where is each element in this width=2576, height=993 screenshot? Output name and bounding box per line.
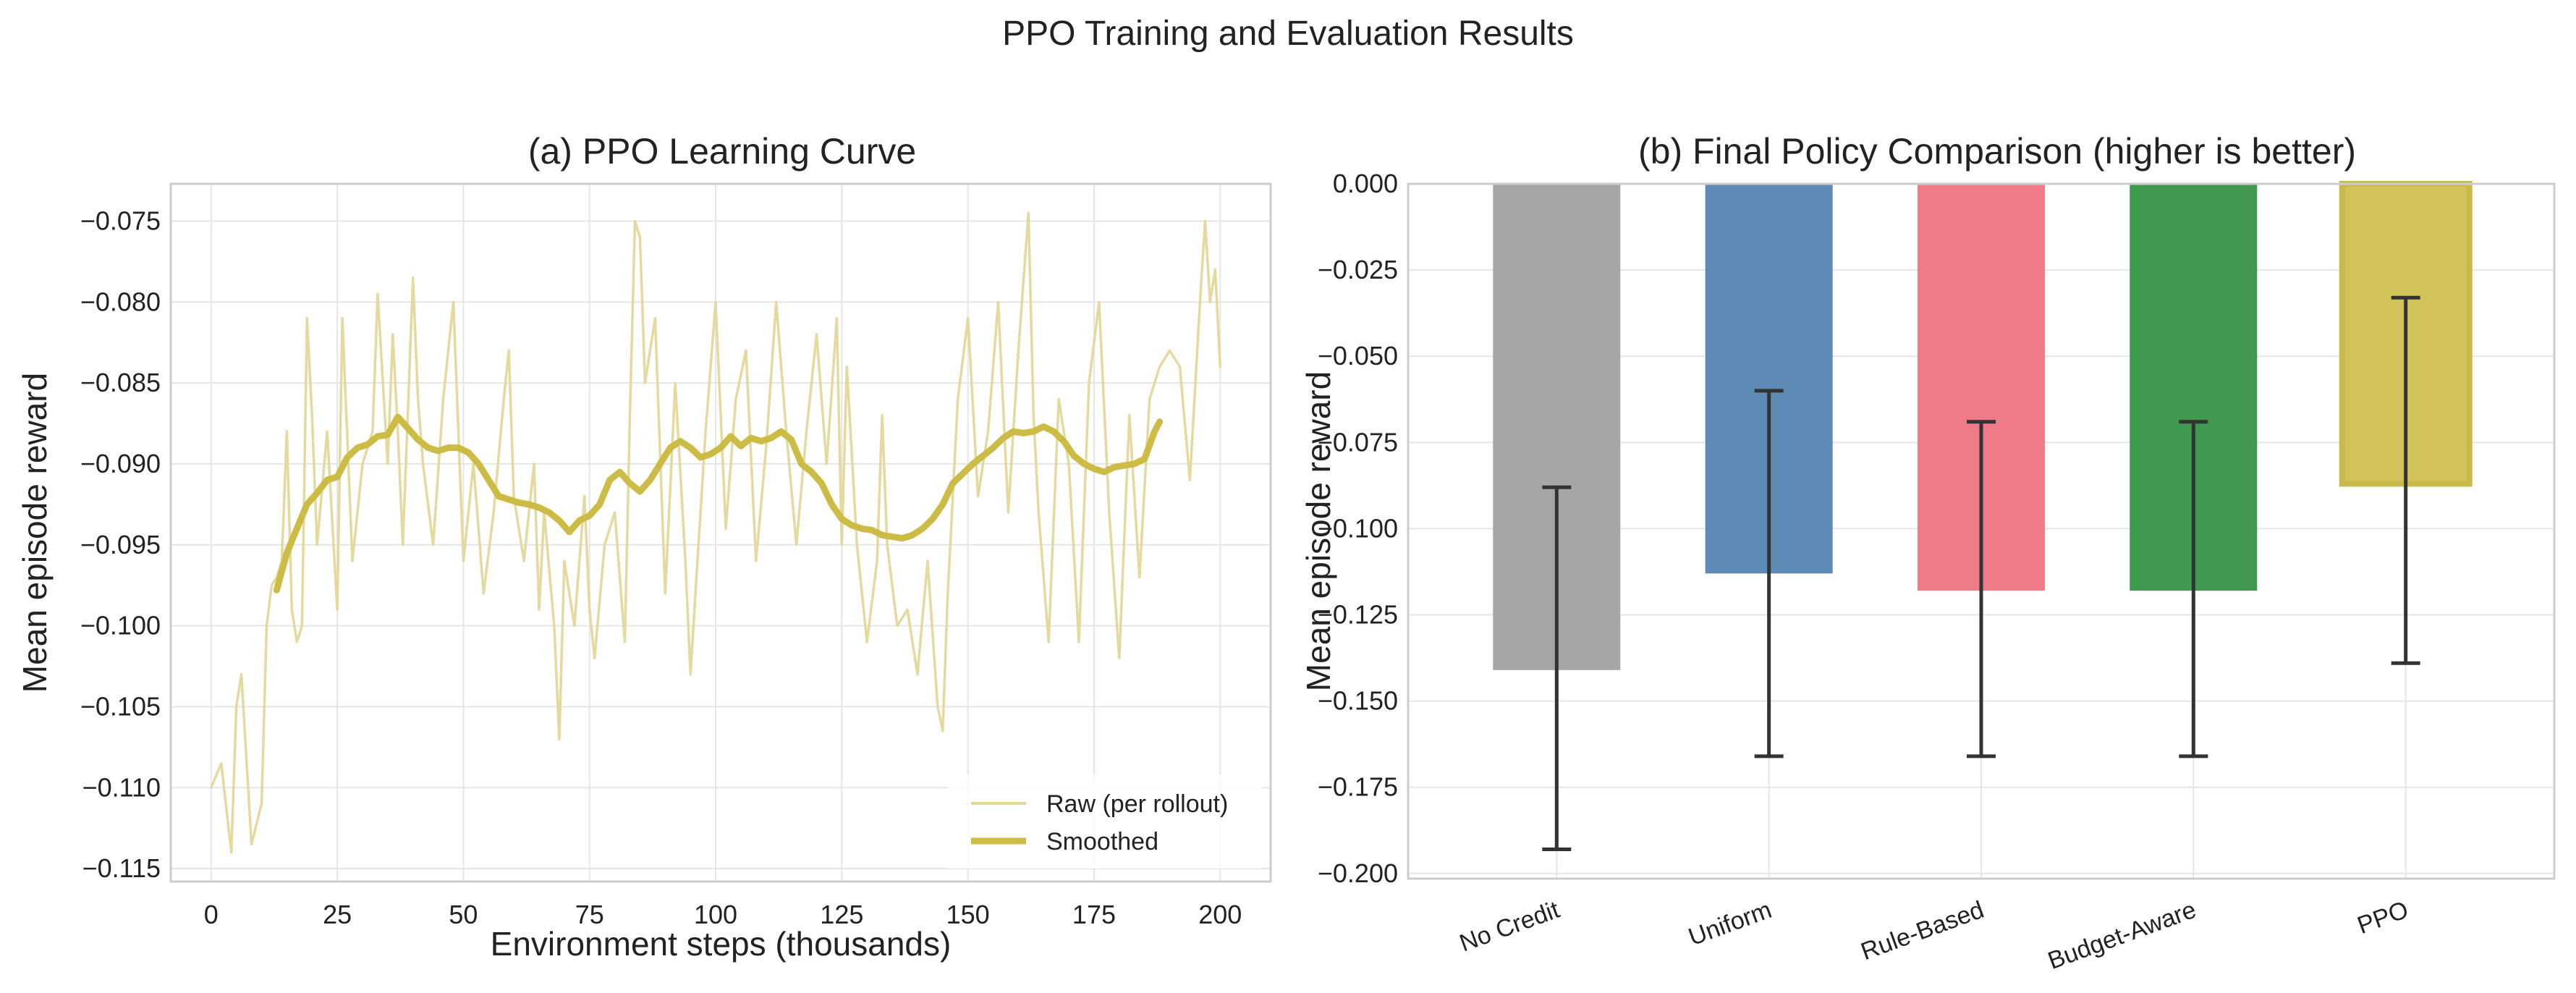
y-tick-label: −0.085 — [80, 368, 161, 397]
y-tick-label: 0.000 — [1333, 169, 1398, 198]
x-tick-label: PPO — [2354, 896, 2412, 939]
panel-a-legend: Raw (per rollout) Smoothed — [948, 774, 1262, 869]
panel-a-x-axis-label: Environment steps (thousands) — [491, 925, 952, 963]
y-tick-label: −0.050 — [1318, 341, 1398, 371]
legend-frame — [948, 774, 1262, 869]
x-tick-label: 50 — [449, 900, 478, 929]
panel-a-frame — [169, 182, 1272, 883]
learning-curve-panel: (a) PPO Learning Curve 0 25 50 75 100 125 150 1… — [16, 131, 1272, 963]
raw-reward-line — [210, 211, 1222, 854]
panel-a-y-axis-label: Mean episode reward — [16, 373, 54, 693]
panel-b-bars — [1493, 181, 2473, 670]
panel-b-frame — [1407, 182, 2556, 880]
x-tick-label: 100 — [694, 900, 737, 929]
panel-a-ticks: 0 25 50 75 100 125 150 175 200 −0.115 −0.110 −0.105… — [80, 206, 1242, 929]
panel-a-series — [210, 211, 1222, 854]
y-tick-label: −0.125 — [1318, 600, 1398, 630]
x-tick-label: 175 — [1072, 900, 1116, 929]
y-tick-label: −0.095 — [80, 530, 161, 559]
x-tick-label: Budget-Aware — [2044, 896, 2200, 975]
policy-comparison-panel: (b) Final Policy Comparison (higher is b… — [1300, 131, 2556, 975]
smoothed-reward-line — [273, 413, 1164, 593]
panel-b-title: (b) Final Policy Comparison (higher is b… — [1638, 131, 2356, 172]
panel-b-error-bars — [1542, 295, 2420, 852]
y-tick-label: −0.100 — [1318, 513, 1398, 543]
x-tick-label: 0 — [204, 900, 219, 929]
x-tick-label: Uniform — [1685, 896, 1776, 951]
x-tick-label: 25 — [323, 900, 352, 929]
y-tick-label: −0.105 — [80, 691, 161, 721]
y-tick-label: −0.075 — [1318, 427, 1398, 457]
y-tick-label: −0.075 — [80, 206, 161, 235]
y-tick-label: −0.100 — [80, 611, 161, 641]
x-tick-label: Rule-Based — [1857, 896, 1988, 965]
x-tick-label: 125 — [820, 900, 863, 929]
y-tick-label: −0.110 — [82, 772, 161, 802]
x-tick-label: 150 — [946, 900, 990, 929]
x-tick-label: 75 — [575, 900, 604, 929]
legend-smoothed-label: Smoothed — [1046, 828, 1158, 855]
y-tick-label: −0.090 — [80, 449, 161, 478]
y-tick-label: −0.175 — [1318, 772, 1398, 802]
x-tick-label: No Credit — [1456, 896, 1563, 958]
y-tick-label: −0.080 — [80, 287, 161, 316]
panel-a-title: (a) PPO Learning Curve — [528, 131, 916, 172]
panel-b-y-axis-label: Mean episode reward — [1300, 371, 1337, 691]
y-tick-label: −0.115 — [82, 853, 161, 883]
y-tick-label: −0.025 — [1318, 255, 1398, 284]
x-tick-label: 200 — [1198, 900, 1242, 929]
y-tick-label: −0.200 — [1318, 858, 1398, 888]
figure-suptitle: PPO Training and Evaluation Results — [1002, 14, 1574, 53]
y-tick-label: −0.150 — [1318, 686, 1398, 716]
legend-raw-label: Raw (per rollout) — [1046, 790, 1228, 818]
